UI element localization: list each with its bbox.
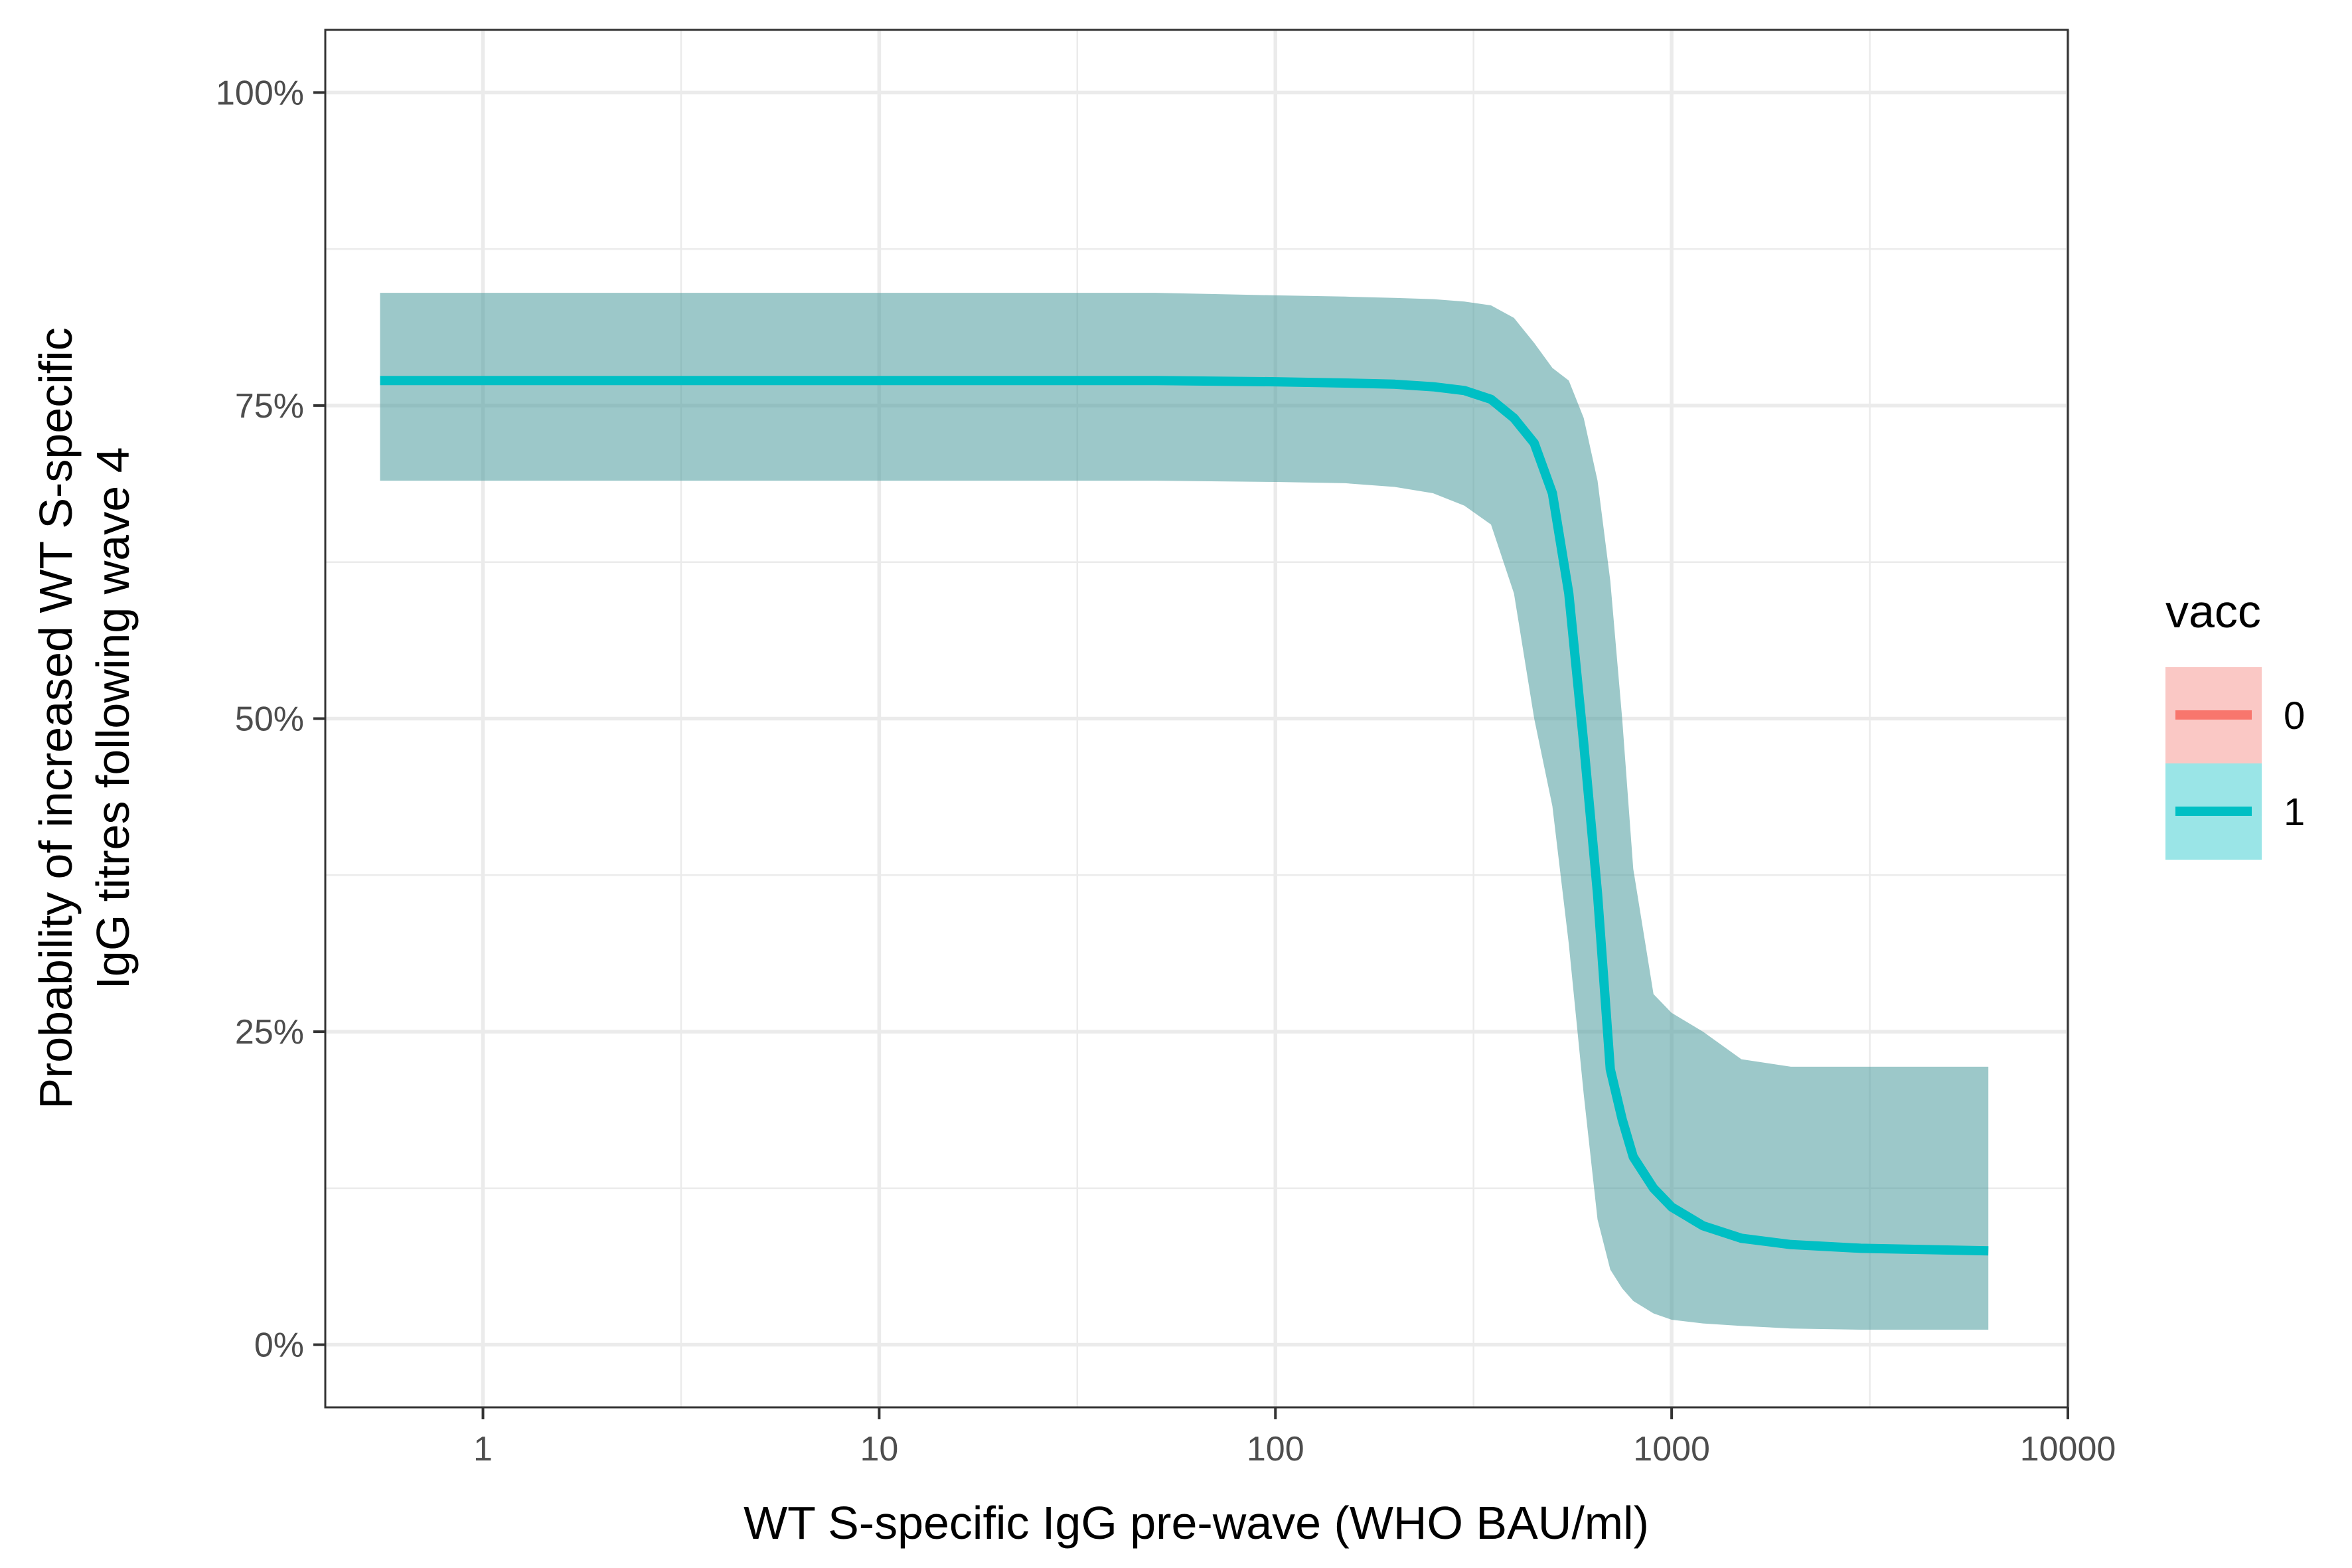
x-tick-label: 10: [860, 1430, 898, 1468]
legend-label-0: 0: [2284, 694, 2305, 738]
x-tick-label: 1: [473, 1430, 493, 1468]
x-axis: 1 10 100 1000 10000: [473, 1407, 2116, 1468]
legend: vacc 0 1: [2165, 586, 2305, 860]
y-tick-label: 0%: [254, 1326, 304, 1365]
y-axis-title: Probability of increased WT S-specific I…: [30, 327, 139, 1109]
y-tick-label: 100%: [216, 74, 304, 112]
y-tick-label: 50%: [235, 700, 304, 739]
legend-entry-0: 0: [2165, 667, 2305, 763]
y-axis-title-line-1: Probability of increased WT S-specific: [30, 327, 82, 1109]
x-tick-label: 1000: [1633, 1430, 1710, 1468]
legend-title: vacc: [2165, 586, 2261, 637]
x-axis-title: WT S-specific IgG pre-wave (WHO BAU/ml): [744, 1497, 1649, 1549]
series-layer: [380, 293, 1989, 1330]
y-axis: 0% 25% 50% 75% 100%: [216, 74, 325, 1365]
x-tick-label: 10000: [2020, 1430, 2116, 1468]
y-tick-label: 75%: [235, 387, 304, 426]
y-tick-label: 25%: [235, 1013, 304, 1052]
series-line-1: [380, 376, 1989, 1256]
legend-label-1: 1: [2284, 791, 2305, 834]
confidence-band-1: [380, 293, 1989, 1330]
x-tick-label: 100: [1247, 1430, 1304, 1468]
legend-entry-1: 1: [2165, 763, 2305, 860]
plot-panel: [324, 29, 2070, 1409]
y-axis-title-line-2: IgG titres following wave 4: [87, 447, 139, 989]
